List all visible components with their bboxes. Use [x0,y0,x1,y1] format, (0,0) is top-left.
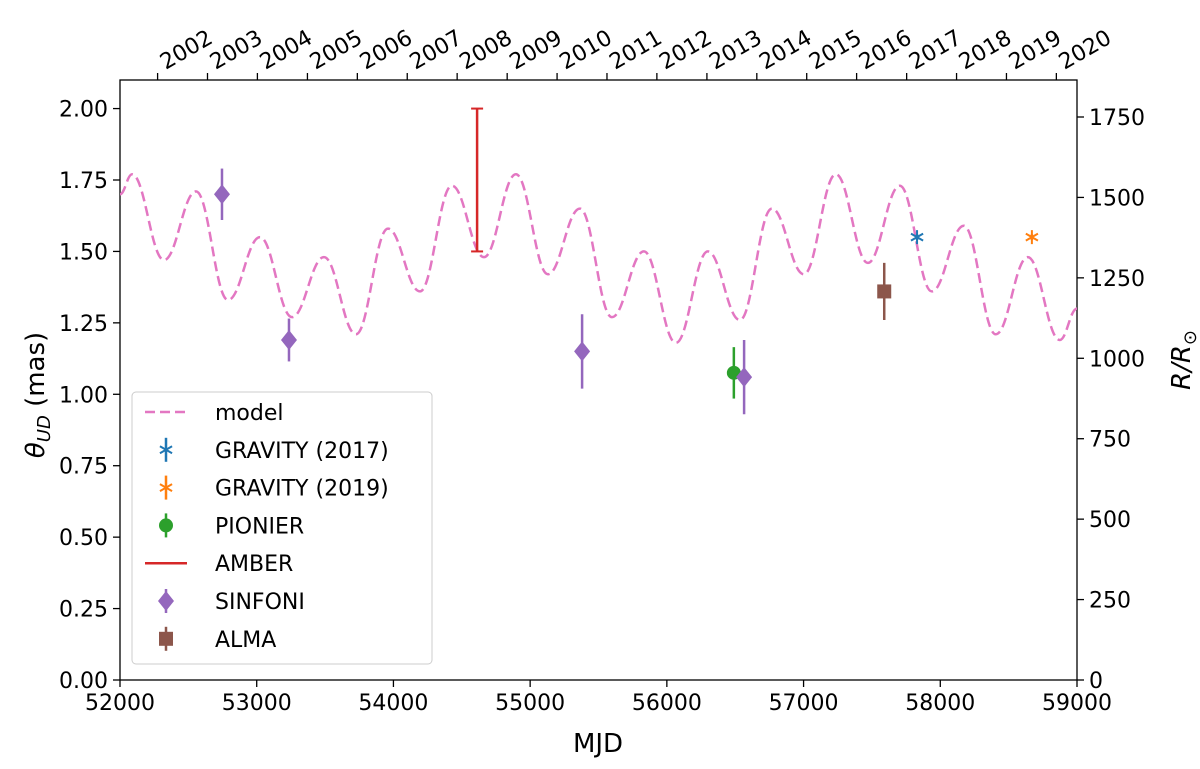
x2-tick-label: 2013 [705,26,766,76]
y2-label-text: R/R [1167,345,1197,390]
x-tick-label: 56000 [632,691,702,716]
marker [159,631,173,646]
y2-tick-label: 750 [1089,428,1131,453]
x-tick-label: 59000 [1042,691,1112,716]
x2-tick-label: 2006 [356,26,417,76]
y2-axis-label: R/R⊙ [1167,330,1200,390]
legend-label: model [215,401,284,426]
x-tick-label: 52000 [85,691,155,716]
model-line [119,173,1078,345]
legend-label: AMBER [215,552,293,577]
legend-label: PIONIER [215,514,304,539]
marker [159,442,173,457]
x-tick-label: 54000 [358,691,428,716]
y2-tick-label: 1500 [1089,186,1145,211]
y-label-symbol: θ [21,442,51,458]
marker [158,591,174,611]
x2-tick-label: 2020 [1055,26,1116,76]
legend-label: GRAVITY (2019) [215,477,389,502]
y-tick-label: 1.75 [59,169,108,194]
y2-tick-label: 1000 [1089,347,1145,372]
y-tick-label: 1.00 [59,383,108,408]
marker [736,367,753,388]
x-axis-label: MJD [573,729,623,759]
x2-tick-label: 2003 [206,26,267,76]
x2-tick-label: 2002 [156,26,217,76]
y-tick-label: 1.25 [59,312,108,337]
x2-tick-label: 2005 [306,26,367,76]
x2-tick-label: 2012 [655,26,716,76]
x-tick-label: 57000 [769,691,839,716]
marker [877,284,892,299]
y2-tick-label: 0 [1089,669,1103,694]
x2-tick-label: 2008 [456,26,517,76]
x2-tick-label: 2018 [955,26,1016,76]
x2-tick-label: 2015 [805,26,866,76]
y-tick-label: 0.50 [59,526,108,551]
x-tick-label: 58000 [905,691,975,716]
marker [574,341,591,362]
y2-tick-label: 1250 [1089,267,1145,292]
marker [910,230,924,245]
x2-tick-label: 2011 [605,26,666,76]
y2-tick-label: 1750 [1089,106,1145,131]
y-tick-label: 0.25 [59,598,108,623]
y2-tick-label: 500 [1089,508,1131,533]
y-axis-label: θUD (mas) [21,332,55,458]
x-tick-label: 55000 [495,691,565,716]
y-label-subscript: UD [34,415,55,442]
x-tick-label: 53000 [222,691,292,716]
y-tick-label: 2.00 [59,98,108,123]
plot-frame [119,79,1078,681]
x2-tick-label: 2019 [1005,26,1066,76]
x2-tick-label: 2010 [556,26,617,76]
x2-tick-label: 2016 [855,26,916,76]
x2-tick-label: 2007 [406,26,467,76]
x2-tick-label: 2004 [256,26,317,76]
marker [159,480,173,495]
y2-label-subscript: ⊙ [1180,330,1200,345]
y-tick-label: 0.00 [59,669,108,694]
legend-box [131,391,433,665]
y2-tick-label: 250 [1089,589,1131,614]
y-tick-label: 1.50 [59,240,108,265]
y-tick-label: 0.75 [59,455,108,480]
legend-label: ALMA [215,628,276,653]
marker [159,518,173,533]
x2-tick-label: 2014 [755,26,816,76]
marker [1025,230,1039,245]
marker [280,330,297,350]
x2-tick-label: 2017 [905,26,966,76]
legend-label: SINFONI [215,590,305,615]
x2-tick-label: 2009 [506,26,567,76]
marker [213,184,230,205]
y-label-unit: (mas) [21,332,51,415]
legend-label: GRAVITY (2017) [215,439,389,464]
